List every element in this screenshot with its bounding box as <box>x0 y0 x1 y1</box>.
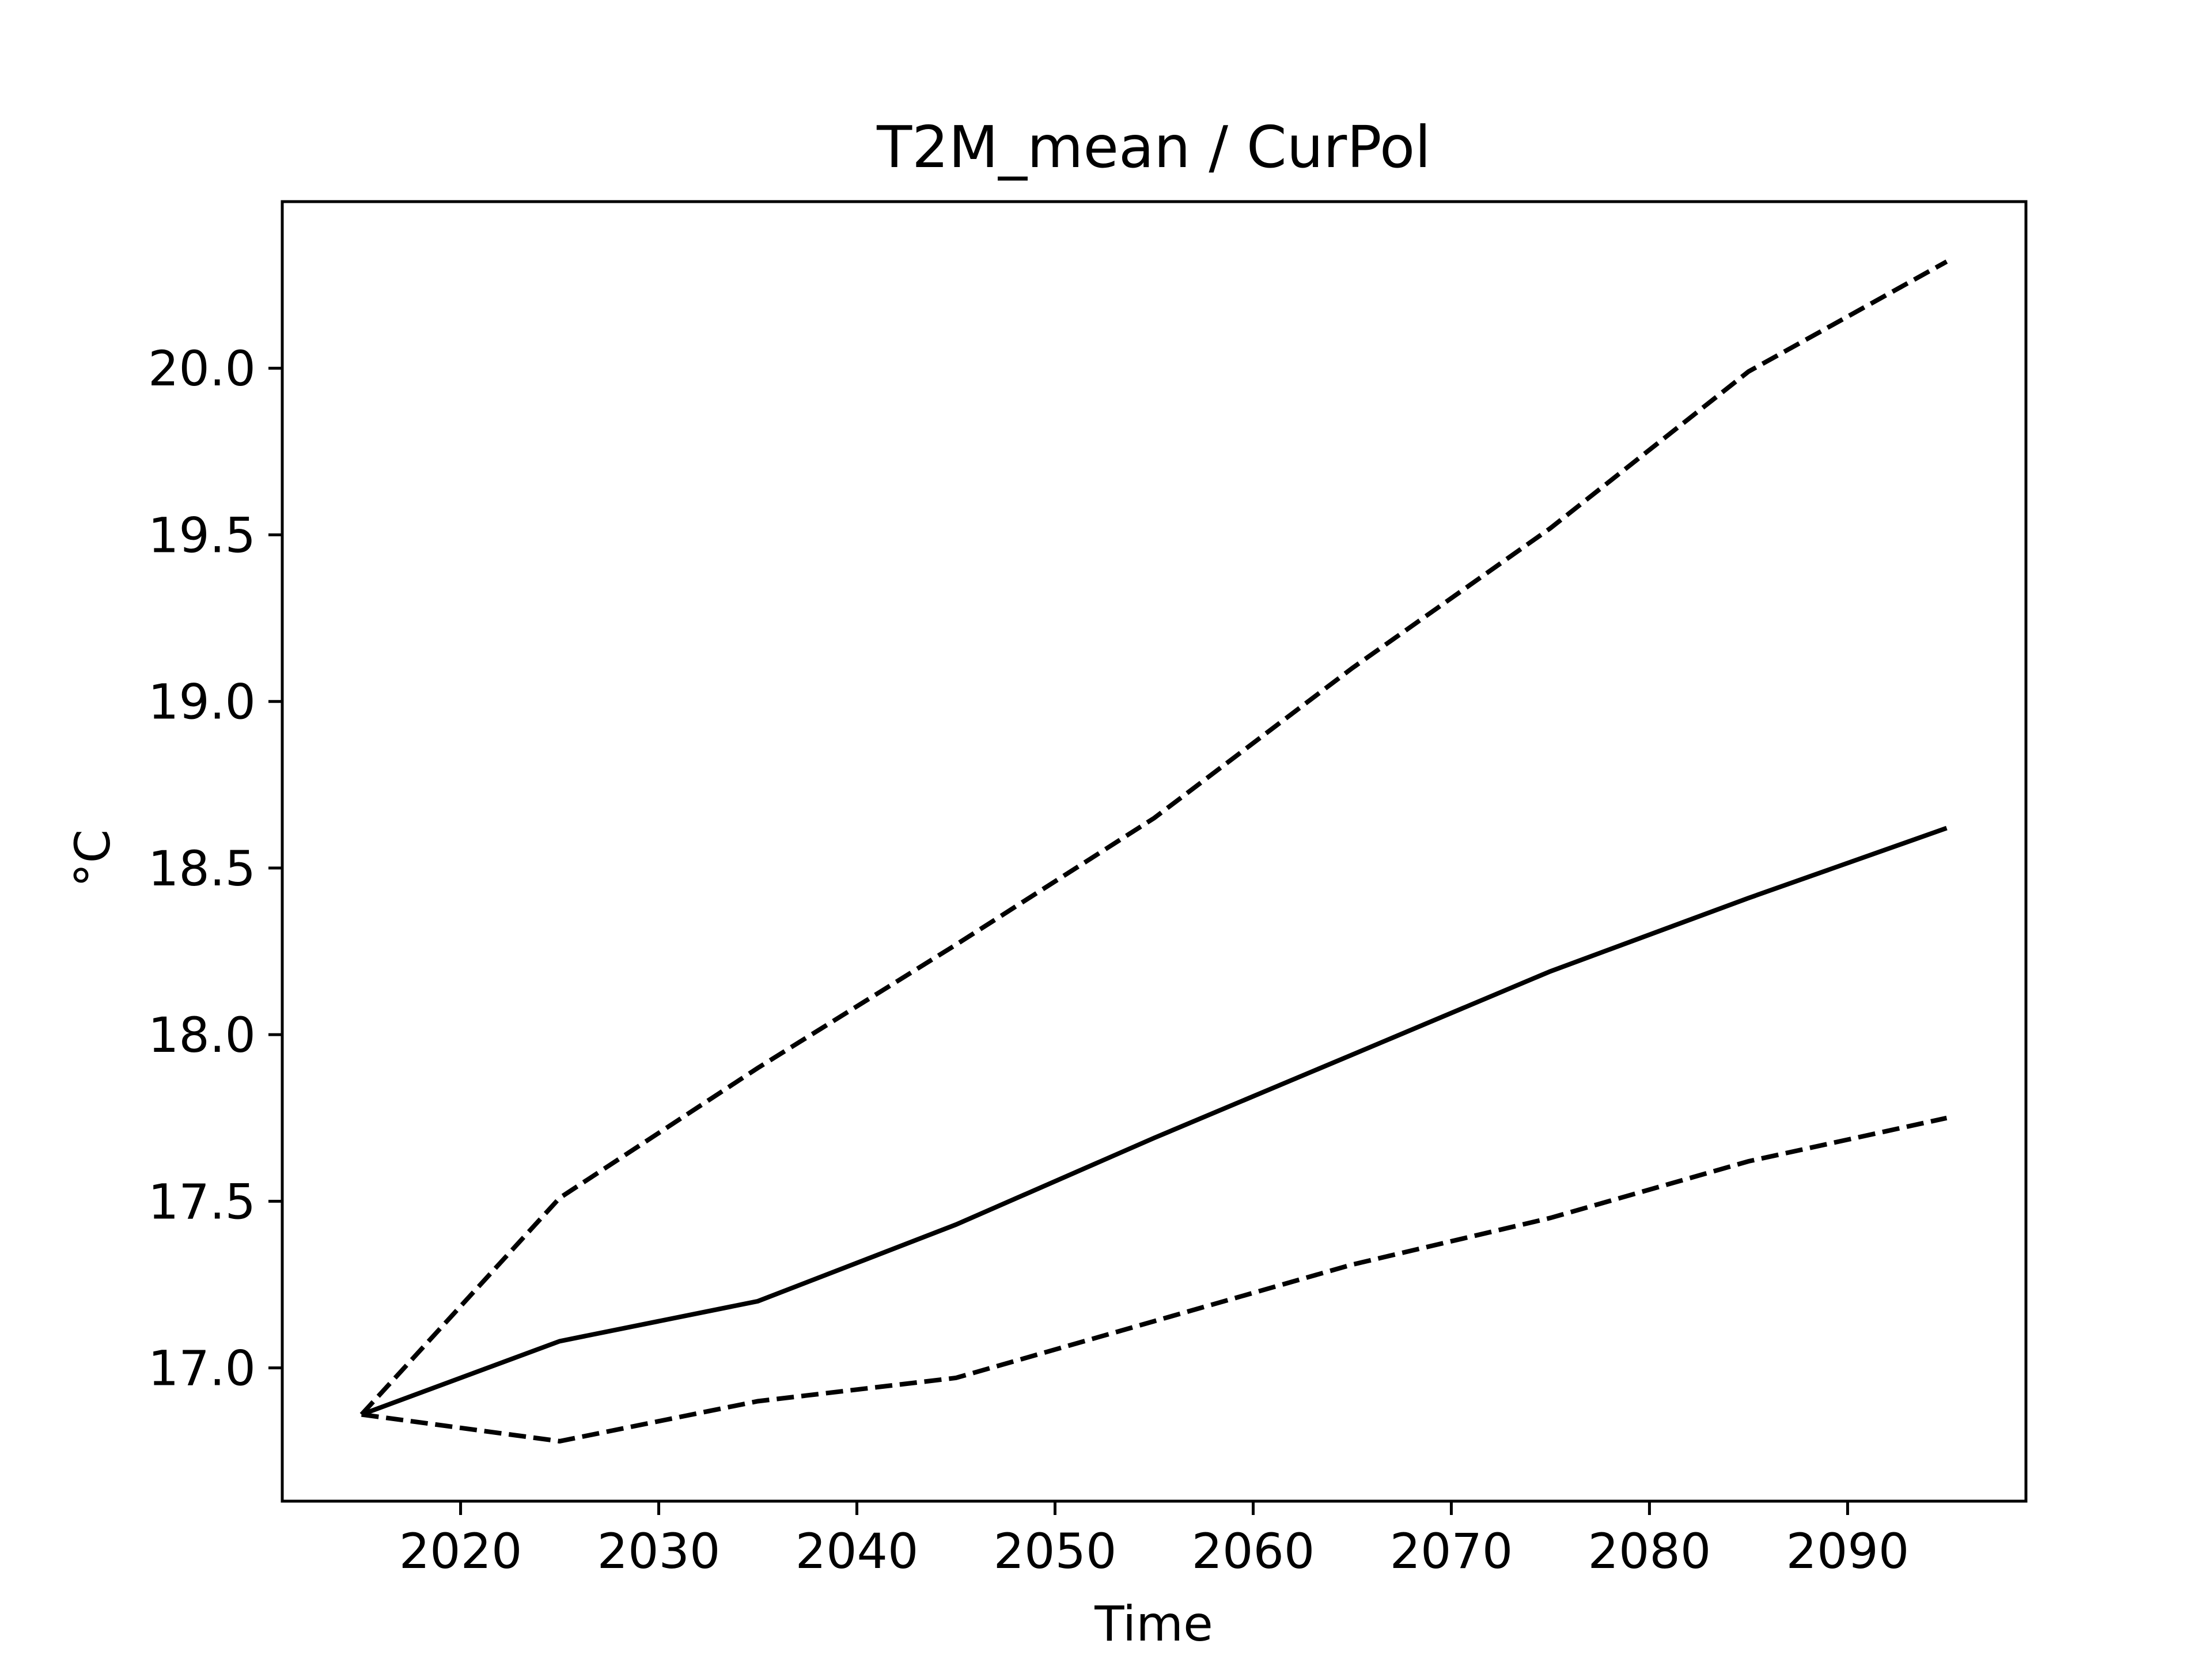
x-axis: 2020 2030 2040 2050 2060 2070 2080 2090 <box>399 1501 1910 1580</box>
y-tick-label: 17.0 <box>148 1340 256 1397</box>
x-tick-label: 2040 <box>796 1523 919 1580</box>
upper-series-line <box>359 259 1948 1416</box>
x-tick-label: 2070 <box>1390 1523 1513 1580</box>
x-tick-label: 2090 <box>1786 1523 1910 1580</box>
x-tick-label: 2030 <box>597 1523 721 1580</box>
mean-series-line <box>361 825 1948 1417</box>
series-layer <box>359 259 1948 1444</box>
plot-area-frame <box>281 200 2028 1503</box>
y-tick-label: 18.5 <box>148 840 256 897</box>
y-axis: 17.0 17.5 18.0 18.5 19.0 19.5 20.0 <box>148 340 282 1397</box>
y-tick-label: 20.0 <box>148 340 256 397</box>
y-tick-label: 17.5 <box>148 1173 256 1230</box>
x-axis-label: Time <box>1094 1596 1213 1652</box>
chart-title: T2M_mean / CurPol <box>876 113 1431 181</box>
y-tick-label: 19.0 <box>148 674 256 730</box>
x-tick-label: 2060 <box>1192 1523 1315 1580</box>
x-tick-label: 2020 <box>399 1523 522 1580</box>
y-axis-label: °C <box>65 830 121 888</box>
x-tick-label: 2080 <box>1588 1523 1711 1580</box>
y-tick-label: 19.5 <box>148 507 256 563</box>
y-tick-label: 18.0 <box>148 1007 256 1063</box>
lower-series-line <box>361 1115 1948 1444</box>
x-tick-label: 2050 <box>994 1523 1117 1580</box>
